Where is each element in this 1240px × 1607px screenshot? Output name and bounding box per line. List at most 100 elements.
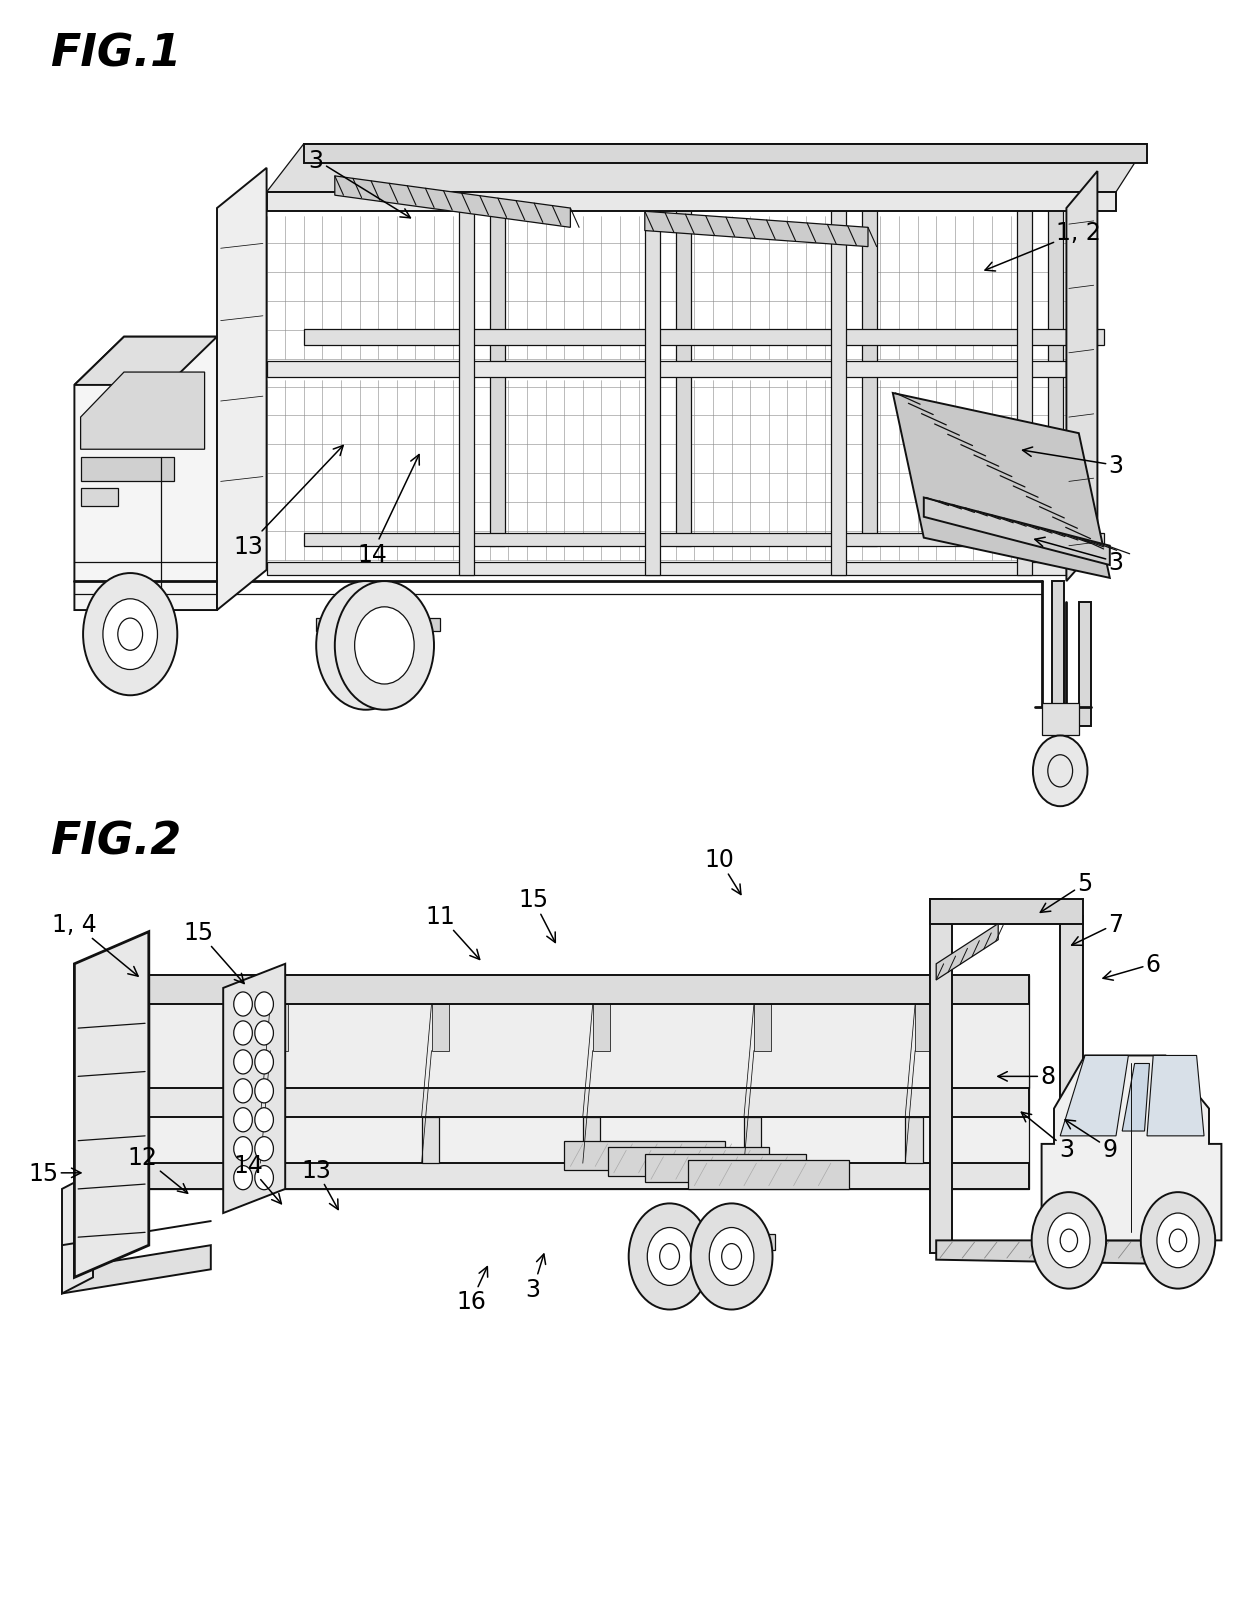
- Polygon shape: [936, 1241, 1197, 1265]
- Circle shape: [691, 1204, 773, 1310]
- Polygon shape: [149, 1051, 1029, 1077]
- Polygon shape: [1079, 603, 1091, 726]
- Polygon shape: [893, 394, 1110, 579]
- Circle shape: [255, 992, 274, 1017]
- Circle shape: [1048, 1213, 1090, 1268]
- Polygon shape: [81, 489, 118, 506]
- Text: 12: 12: [128, 1146, 187, 1194]
- Polygon shape: [270, 1004, 288, 1051]
- Circle shape: [1033, 736, 1087, 807]
- Text: 9: 9: [1065, 1120, 1117, 1160]
- Circle shape: [103, 599, 157, 670]
- Circle shape: [255, 1022, 274, 1045]
- Text: 5: 5: [1040, 873, 1092, 913]
- Polygon shape: [304, 329, 1104, 346]
- Polygon shape: [1052, 582, 1064, 707]
- Polygon shape: [1017, 193, 1032, 575]
- Text: 8: 8: [998, 1065, 1055, 1088]
- Text: 15: 15: [518, 889, 556, 943]
- Circle shape: [233, 992, 253, 1017]
- Text: 7: 7: [1071, 913, 1123, 945]
- Text: 3: 3: [1023, 448, 1123, 477]
- Text: FIG.1: FIG.1: [50, 32, 181, 76]
- Polygon shape: [149, 975, 1029, 1088]
- Polygon shape: [304, 534, 1104, 546]
- Polygon shape: [1122, 1064, 1149, 1131]
- Circle shape: [233, 1051, 253, 1073]
- Polygon shape: [459, 193, 474, 575]
- Text: 13: 13: [233, 447, 343, 558]
- Polygon shape: [149, 1163, 1029, 1189]
- Polygon shape: [74, 337, 217, 611]
- Polygon shape: [862, 164, 877, 546]
- Polygon shape: [62, 1173, 93, 1294]
- Polygon shape: [676, 164, 691, 546]
- Polygon shape: [260, 1117, 278, 1163]
- Polygon shape: [1042, 704, 1079, 736]
- Polygon shape: [267, 145, 1147, 193]
- Circle shape: [647, 1228, 692, 1286]
- Polygon shape: [81, 458, 174, 482]
- Polygon shape: [432, 1004, 449, 1051]
- Polygon shape: [688, 1160, 849, 1189]
- Polygon shape: [1060, 1056, 1128, 1136]
- Polygon shape: [754, 1004, 771, 1051]
- Polygon shape: [905, 1117, 923, 1163]
- Polygon shape: [1060, 916, 1083, 1261]
- Polygon shape: [930, 900, 952, 1253]
- Polygon shape: [1147, 1056, 1204, 1136]
- Circle shape: [355, 607, 414, 685]
- Polygon shape: [304, 145, 1147, 164]
- Circle shape: [316, 582, 415, 710]
- Circle shape: [255, 1138, 274, 1160]
- Polygon shape: [267, 562, 1066, 575]
- Polygon shape: [316, 619, 440, 632]
- Circle shape: [233, 1109, 253, 1131]
- Circle shape: [335, 582, 434, 710]
- Circle shape: [255, 1051, 274, 1073]
- Polygon shape: [632, 1234, 775, 1250]
- Polygon shape: [149, 1088, 1029, 1117]
- Polygon shape: [744, 1117, 761, 1163]
- Circle shape: [1032, 1192, 1106, 1289]
- Circle shape: [233, 1138, 253, 1160]
- Text: 15: 15: [184, 921, 244, 983]
- Polygon shape: [74, 932, 149, 1278]
- Circle shape: [255, 1167, 274, 1189]
- Polygon shape: [915, 1004, 932, 1051]
- Polygon shape: [831, 193, 846, 575]
- Polygon shape: [149, 975, 1029, 1004]
- Polygon shape: [924, 498, 1110, 566]
- Polygon shape: [81, 373, 205, 450]
- Circle shape: [336, 607, 396, 685]
- Polygon shape: [335, 177, 570, 228]
- Polygon shape: [583, 1117, 600, 1163]
- Polygon shape: [936, 924, 998, 980]
- Circle shape: [709, 1228, 754, 1286]
- Polygon shape: [645, 193, 660, 575]
- Polygon shape: [564, 1141, 725, 1170]
- Text: 16: 16: [456, 1266, 487, 1313]
- Polygon shape: [1048, 164, 1063, 546]
- Polygon shape: [645, 212, 868, 247]
- Polygon shape: [267, 362, 1066, 378]
- Text: 14: 14: [233, 1154, 281, 1204]
- Polygon shape: [608, 1147, 769, 1176]
- Text: 3: 3: [526, 1253, 546, 1300]
- Polygon shape: [217, 169, 267, 611]
- Text: 15: 15: [29, 1162, 81, 1184]
- Text: 6: 6: [1104, 953, 1161, 980]
- Text: 1, 4: 1, 4: [52, 913, 138, 977]
- Polygon shape: [267, 193, 1116, 212]
- Polygon shape: [930, 900, 1083, 924]
- Circle shape: [1157, 1213, 1199, 1268]
- Circle shape: [233, 1022, 253, 1045]
- Text: 11: 11: [425, 905, 480, 959]
- Text: 3: 3: [1022, 1112, 1074, 1160]
- Text: 3: 3: [309, 149, 410, 219]
- Circle shape: [255, 1109, 274, 1131]
- Circle shape: [1141, 1192, 1215, 1289]
- Polygon shape: [422, 1117, 439, 1163]
- Text: FIG.2: FIG.2: [50, 820, 181, 863]
- Polygon shape: [593, 1004, 610, 1051]
